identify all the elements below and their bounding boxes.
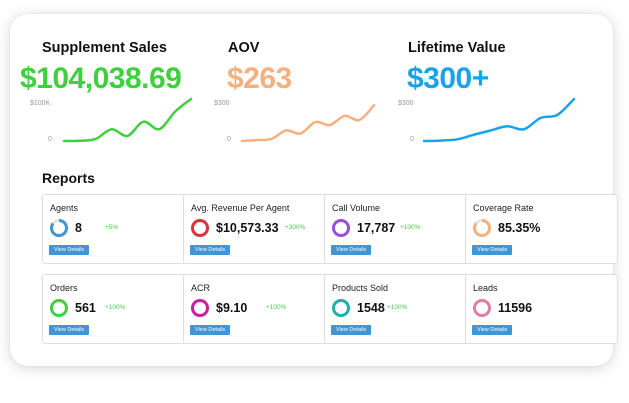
view-details-button[interactable]: View Details xyxy=(472,325,513,335)
ring-progress xyxy=(332,219,350,237)
view-details-button[interactable]: View Details xyxy=(190,245,231,255)
report-delta: +100% xyxy=(266,304,287,311)
ring-progress xyxy=(191,219,209,237)
report-label: ACR xyxy=(191,283,211,293)
report-card-coverage-rate: Coverage Rate 85.35% View Details xyxy=(465,194,618,264)
report-value: 17,787 xyxy=(357,221,396,235)
metric-title-lifetime-value: Lifetime Value xyxy=(408,40,506,56)
report-delta: +100% xyxy=(105,304,126,311)
report-value: $10,573.33 xyxy=(216,221,279,235)
report-label: Coverage Rate xyxy=(473,203,534,213)
axis-label-zero: 0 xyxy=(410,136,414,143)
ring-chart-icon xyxy=(332,219,350,237)
ring-progress xyxy=(50,219,68,237)
view-details-button[interactable]: View Details xyxy=(331,245,372,255)
sparkline-path xyxy=(240,104,376,143)
report-label: Orders xyxy=(50,283,78,293)
reports-heading: Reports xyxy=(42,170,95,186)
report-card-leads: Leads 11596 View Details xyxy=(465,274,618,344)
report-label: Call Volume xyxy=(332,203,381,213)
view-details-button[interactable]: View Details xyxy=(472,245,513,255)
report-delta: +5% xyxy=(105,224,119,231)
report-delta: +100% xyxy=(400,224,421,231)
report-card-acr: ACR $9.10 +100% View Details xyxy=(183,274,336,344)
sparkline-aov xyxy=(240,104,376,143)
axis-label-zero: 0 xyxy=(48,136,52,143)
ring-chart-icon xyxy=(50,299,68,317)
metric-value-supplement-sales: $104,038.69 xyxy=(20,62,182,95)
axis-label-top: $300 xyxy=(398,100,414,107)
report-card-products-sold: Products Sold 1548 +100% View Details xyxy=(324,274,477,344)
report-card-agents: Agents 8 +5% View Details xyxy=(42,194,195,264)
report-value: 85.35% xyxy=(498,221,541,235)
ring-chart-icon xyxy=(473,299,491,317)
ring-chart-icon xyxy=(191,219,209,237)
ring-progress xyxy=(473,299,491,317)
sparkline-lifetime-value xyxy=(422,97,576,143)
metric-title-supplement-sales: Supplement Sales xyxy=(42,40,167,56)
ring-chart-icon xyxy=(191,299,209,317)
view-details-button[interactable]: View Details xyxy=(331,325,372,335)
metric-value-lifetime-value: $300+ xyxy=(407,62,489,95)
report-value: 1548 xyxy=(357,301,385,315)
axis-label-top: $100K xyxy=(30,100,51,107)
sparkline-path xyxy=(422,97,576,143)
report-card-avg-revenue-per-agent: Avg. Revenue Per Agent $10,573.33 +300% … xyxy=(183,194,336,264)
report-value: 561 xyxy=(75,301,96,315)
report-label: Leads xyxy=(473,283,498,293)
ring-chart-icon xyxy=(332,299,350,317)
report-card-orders: Orders 561 +100% View Details xyxy=(42,274,195,344)
report-value: 8 xyxy=(75,221,82,235)
view-details-button[interactable]: View Details xyxy=(49,245,90,255)
ring-progress xyxy=(50,299,68,317)
ring-chart-icon xyxy=(50,219,68,237)
view-details-button[interactable]: View Details xyxy=(49,325,90,335)
ring-progress xyxy=(332,299,350,317)
axis-label-zero: 0 xyxy=(227,136,231,143)
metric-value-aov: $263 xyxy=(227,62,292,95)
report-delta: +300% xyxy=(285,224,306,231)
report-label: Products Sold xyxy=(332,283,389,293)
ring-progress xyxy=(473,219,491,237)
report-delta: +100% xyxy=(387,304,408,311)
ring-progress xyxy=(191,299,209,317)
report-label: Avg. Revenue Per Agent xyxy=(191,203,290,213)
axis-label-top: $300 xyxy=(214,100,230,107)
sparkline-path xyxy=(62,97,193,143)
report-label: Agents xyxy=(50,203,79,213)
view-details-button[interactable]: View Details xyxy=(190,325,231,335)
sparkline-supplement-sales xyxy=(62,97,193,143)
report-value: 11596 xyxy=(498,301,533,315)
ring-chart-icon xyxy=(473,219,491,237)
report-value: $9.10 xyxy=(216,301,248,315)
metric-title-aov: AOV xyxy=(228,40,260,56)
report-card-call-volume: Call Volume 17,787 +100% View Details xyxy=(324,194,477,264)
